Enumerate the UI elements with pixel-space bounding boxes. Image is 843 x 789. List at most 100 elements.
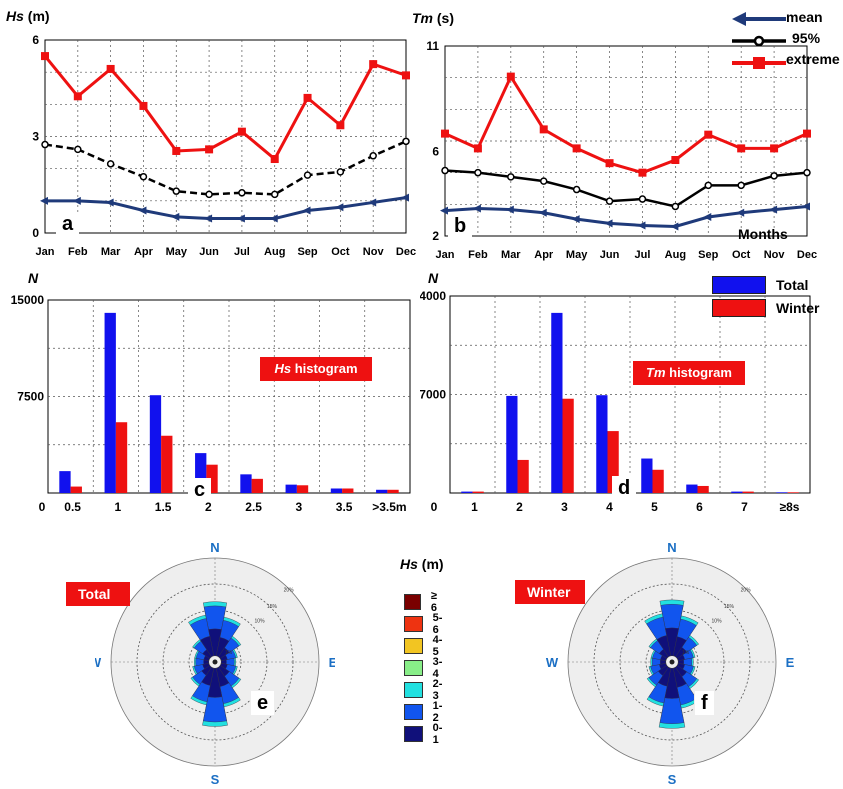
rose-legend-label: 1-2 bbox=[432, 700, 443, 724]
line-legend: mean 95% extreme bbox=[730, 6, 843, 76]
bar-winter bbox=[206, 464, 218, 493]
rose-legend-item: 5-6 bbox=[404, 612, 446, 636]
bar-winter bbox=[387, 489, 399, 493]
data-point-95pct bbox=[336, 168, 345, 176]
y-tick-label-zero: 0 bbox=[431, 500, 438, 514]
95-marker-icon bbox=[732, 35, 786, 47]
data-point-mean bbox=[236, 214, 245, 223]
rose-sector bbox=[657, 661, 673, 687]
x-tick-label: 1.5 bbox=[155, 500, 172, 514]
x-tick-label: Mar bbox=[501, 249, 521, 261]
data-point-mean bbox=[604, 219, 613, 228]
data-point-extreme bbox=[73, 92, 82, 101]
data-point-95pct bbox=[572, 185, 581, 194]
x-tick-label: 4 bbox=[606, 500, 613, 514]
data-point-mean bbox=[538, 208, 547, 217]
rose-sector bbox=[671, 636, 687, 663]
rose-legend-item: 2-3 bbox=[404, 678, 446, 702]
compass-south: S bbox=[668, 772, 677, 787]
x-tick-label: Jun bbox=[199, 246, 219, 258]
rose-center-dot bbox=[669, 659, 675, 665]
bar-total bbox=[641, 458, 653, 493]
data-point-extreme bbox=[139, 101, 148, 110]
x-tick-label: 2 bbox=[205, 500, 212, 514]
data-point-extreme bbox=[270, 155, 279, 164]
hs-monthly-chart: 0 3 6 Jan Feb Mar Apr May Jun Jul Aug Sep Oct Nov Dec bbox=[32, 33, 416, 258]
series-line-extreme bbox=[444, 73, 808, 175]
x-tick-label: Mar bbox=[101, 246, 121, 258]
rose-legend-item: 1-2 bbox=[404, 700, 446, 724]
panel-letter-f: f bbox=[694, 690, 715, 716]
x-tick-label: 0.5 bbox=[64, 500, 81, 514]
winter-wind-rose: 1% 10% 15% 20% N S E W bbox=[546, 540, 795, 787]
compass-south: S bbox=[211, 772, 220, 787]
rose-sector bbox=[207, 661, 223, 698]
x-tick-label: Nov bbox=[764, 249, 786, 261]
series-line-95pct bbox=[444, 169, 808, 208]
x-tick-label: Nov bbox=[363, 246, 385, 258]
data-point-95pct bbox=[270, 190, 279, 199]
x-tick-label: Jul bbox=[635, 249, 651, 261]
panel-letter-a: a bbox=[56, 212, 80, 236]
legend-total-label: Total bbox=[776, 277, 809, 293]
histogram-legend: Total Winter bbox=[712, 276, 843, 322]
data-point-95pct bbox=[205, 190, 213, 199]
data-point-extreme bbox=[336, 121, 345, 130]
bar-total bbox=[506, 395, 518, 493]
data-point-mean bbox=[335, 203, 344, 212]
bar-winter bbox=[697, 485, 709, 493]
x-tick-label: Jan bbox=[436, 249, 455, 261]
data-point-extreme bbox=[506, 72, 515, 81]
bar-winter bbox=[296, 485, 309, 493]
rose-sector bbox=[208, 628, 222, 663]
x-tick-label: Apr bbox=[534, 249, 554, 261]
bar-winter bbox=[562, 398, 574, 493]
x-tick-label: ≥8s bbox=[780, 500, 800, 514]
data-point-95pct bbox=[770, 172, 778, 180]
bar-winter bbox=[342, 488, 354, 493]
total-wind-rose: 1% 10% 15% 20% N S E W bbox=[95, 540, 335, 787]
bar-total bbox=[731, 491, 743, 493]
data-point-extreme bbox=[473, 144, 482, 153]
bar-winter bbox=[251, 478, 263, 493]
data-point-95pct bbox=[369, 152, 377, 160]
bar-total bbox=[596, 395, 608, 493]
bar-total bbox=[330, 488, 343, 493]
data-point-extreme bbox=[770, 144, 779, 153]
bar-winter bbox=[472, 491, 484, 493]
rose-legend-swatch bbox=[404, 594, 421, 610]
rose-sector bbox=[201, 661, 216, 686]
data-point-95pct bbox=[139, 172, 148, 181]
bar-total bbox=[461, 491, 473, 493]
compass-north: N bbox=[667, 540, 676, 555]
data-point-95pct bbox=[605, 197, 614, 205]
data-point-95pct bbox=[671, 202, 680, 211]
bar-total bbox=[285, 484, 297, 493]
rose-legend-item: ≥ 6 bbox=[404, 590, 442, 614]
data-point-mean bbox=[472, 204, 481, 213]
data-point-mean bbox=[571, 215, 580, 224]
data-point-mean bbox=[105, 198, 114, 207]
data-point-mean bbox=[368, 198, 377, 207]
bar-winter bbox=[652, 469, 664, 493]
data-point-extreme bbox=[41, 52, 49, 61]
legend-winter-swatch bbox=[712, 299, 766, 317]
legend-extreme-label: extreme bbox=[786, 51, 840, 67]
bar-total bbox=[376, 489, 388, 493]
data-point-extreme bbox=[704, 130, 713, 139]
panel-letter-d: d bbox=[612, 476, 637, 500]
hs-histogram-tag: Hs histogram bbox=[260, 357, 372, 381]
rose-legend-swatch bbox=[404, 660, 423, 676]
rose-ring-label: 20% bbox=[741, 587, 752, 593]
y-tick-label: 15000 bbox=[11, 293, 45, 307]
rose-legend-label: ≥ 6 bbox=[430, 590, 437, 614]
data-point-mean bbox=[736, 208, 745, 217]
compass-east: E bbox=[786, 655, 795, 670]
rose-legend-item: 3-4 bbox=[404, 656, 446, 680]
months-label: Months bbox=[738, 226, 788, 242]
data-point-95pct bbox=[704, 181, 713, 190]
rose-legend-swatch bbox=[404, 616, 423, 632]
data-point-mean bbox=[302, 206, 311, 215]
data-point-extreme bbox=[237, 127, 246, 136]
x-tick-label: 2 bbox=[516, 500, 523, 514]
